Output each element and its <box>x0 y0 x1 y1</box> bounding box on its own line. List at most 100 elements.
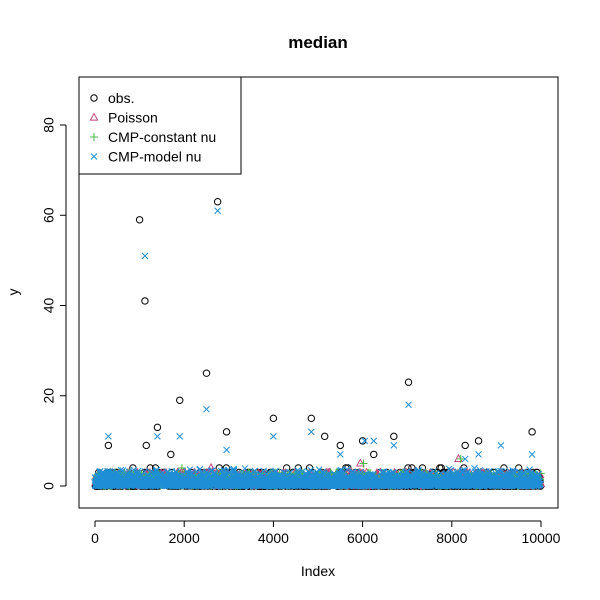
point <box>475 451 482 458</box>
point <box>94 478 102 485</box>
point <box>369 480 377 487</box>
point <box>91 474 99 481</box>
point <box>478 478 486 486</box>
legend-marker <box>90 153 98 160</box>
point <box>528 451 536 458</box>
point <box>490 475 498 483</box>
point <box>456 478 464 486</box>
x-tick-label: 10000 <box>522 530 561 546</box>
point <box>477 470 484 478</box>
point <box>196 465 204 473</box>
point <box>517 471 525 479</box>
point <box>131 472 139 479</box>
point <box>104 441 113 450</box>
point <box>329 478 337 485</box>
point <box>497 467 504 475</box>
point <box>157 471 165 479</box>
y-tick-label: 40 <box>41 298 57 314</box>
point <box>141 297 149 305</box>
point <box>461 466 468 474</box>
point <box>331 470 338 478</box>
point <box>387 481 395 489</box>
point <box>448 475 455 483</box>
point <box>396 472 404 480</box>
point <box>281 479 289 486</box>
point <box>445 465 453 473</box>
point <box>327 477 335 485</box>
point <box>272 467 279 475</box>
point <box>308 478 315 486</box>
point <box>358 482 366 490</box>
point <box>482 480 490 488</box>
point <box>406 481 413 489</box>
y-axis-label: y <box>5 289 21 296</box>
point <box>125 468 133 476</box>
point <box>490 473 498 481</box>
point <box>101 471 108 479</box>
point <box>222 428 231 436</box>
point <box>425 477 432 485</box>
point <box>218 480 226 488</box>
series-layer <box>91 198 546 490</box>
point <box>411 473 418 481</box>
point <box>175 480 183 488</box>
point <box>505 474 512 482</box>
point <box>314 479 322 487</box>
point <box>135 216 144 224</box>
point <box>107 474 115 482</box>
point <box>372 479 380 487</box>
point <box>320 432 329 441</box>
point <box>500 464 508 472</box>
point <box>405 401 412 409</box>
point <box>469 476 477 483</box>
y-tick-label: 0 <box>41 482 57 490</box>
legend-entry: CMP-constant nu <box>108 129 216 145</box>
point <box>117 469 125 476</box>
point <box>414 475 421 483</box>
point <box>186 470 193 478</box>
point <box>270 433 277 440</box>
legend-marker <box>90 94 98 102</box>
point <box>275 474 282 482</box>
point <box>202 369 211 377</box>
point <box>130 466 138 474</box>
point <box>230 479 238 487</box>
point <box>254 473 262 481</box>
point <box>213 198 222 206</box>
point <box>306 469 314 477</box>
point <box>532 474 539 482</box>
point <box>340 479 348 487</box>
point <box>456 454 465 463</box>
point <box>534 482 541 489</box>
point <box>212 473 220 481</box>
point <box>166 472 173 479</box>
x-tick-label: 0 <box>91 530 99 546</box>
point <box>242 481 250 489</box>
point <box>345 474 352 481</box>
point <box>525 480 533 488</box>
point <box>487 471 495 479</box>
x-tick-label: 8000 <box>436 530 467 546</box>
point <box>497 442 505 449</box>
point <box>95 482 103 490</box>
point <box>315 466 323 473</box>
point <box>484 476 491 484</box>
point <box>117 466 125 474</box>
point <box>386 475 394 482</box>
point <box>197 478 205 486</box>
point <box>188 480 196 488</box>
chart-title: median <box>288 33 348 52</box>
point <box>358 475 366 483</box>
point <box>272 480 280 488</box>
point <box>234 471 242 479</box>
point <box>256 481 263 489</box>
point <box>113 482 121 490</box>
point <box>425 472 432 480</box>
point <box>287 481 295 488</box>
legend-entry: Poisson <box>108 110 158 126</box>
point <box>461 455 469 463</box>
point <box>422 472 429 480</box>
point <box>127 482 134 490</box>
point <box>505 482 513 490</box>
